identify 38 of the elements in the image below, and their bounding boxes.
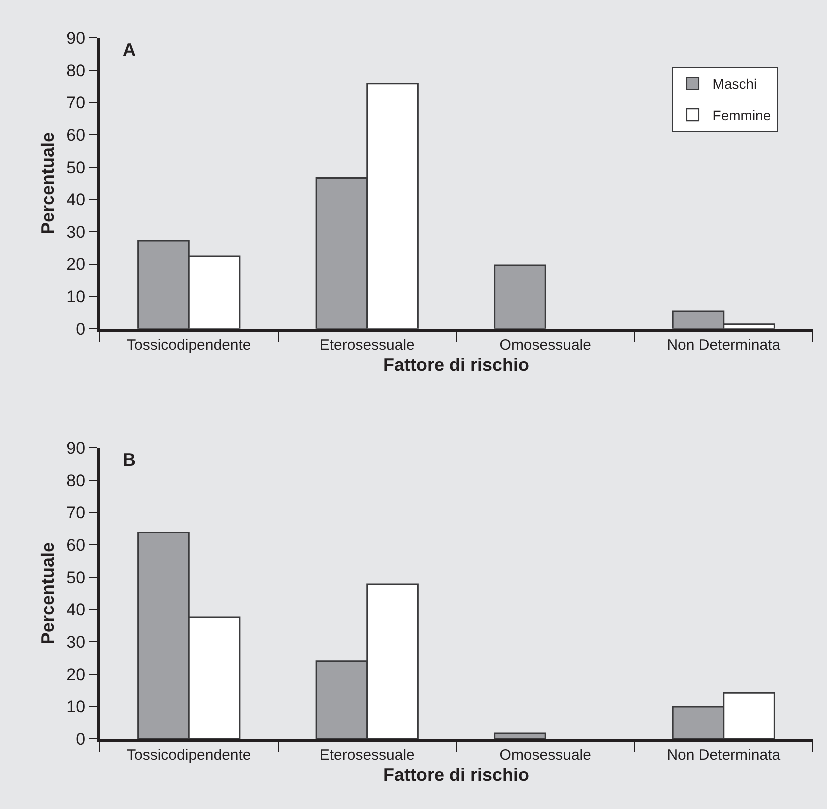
y-tick-label: 90	[66, 439, 86, 458]
y-tick-label: 60	[66, 126, 86, 145]
y-tick-label: 0	[76, 320, 86, 339]
y-tick-label: 50	[66, 158, 86, 178]
bar	[494, 732, 546, 739]
x-tick-label: Non Determinata	[667, 336, 782, 354]
x-tick-label: Tossicodipendente	[126, 747, 252, 764]
y-tick-label: 80	[66, 61, 86, 80]
bar	[494, 264, 546, 329]
legend-label: Femmine	[712, 107, 772, 124]
x-tick-label: Omosessuale	[500, 336, 592, 354]
x-tick-label: Eterosessuale	[320, 747, 415, 764]
y-tick-label: 40	[66, 190, 86, 210]
x-axis-title: Fattore di rischio	[383, 765, 530, 786]
x-tick-label: Tossicodipendente	[126, 336, 252, 354]
x-tick-label: Eterosessuale	[320, 336, 415, 354]
y-tick-label: 0	[76, 730, 86, 749]
y-tick-label: 20	[66, 255, 86, 274]
chart-title: A	[123, 40, 136, 60]
y-tick-label: 10	[66, 698, 86, 717]
y-tick-label: 70	[66, 94, 86, 113]
y-tick-label: 90	[66, 28, 86, 48]
y-axis-title: Percentuale	[38, 542, 58, 645]
x-axis-title: Fattore di rischio	[383, 355, 530, 376]
y-tick-label: 30	[66, 222, 86, 242]
chart-title: B	[123, 450, 136, 470]
y-tick-label: 50	[66, 568, 86, 588]
x-tick-label: Omosessuale	[500, 747, 592, 764]
y-tick-label: 30	[66, 632, 86, 652]
x-tick-label: Non Determinata	[667, 747, 782, 764]
legend-label: Maschi	[712, 76, 758, 92]
y-tick-label: 40	[66, 600, 86, 620]
y-tick-label: 80	[66, 471, 86, 490]
y-tick-label: 60	[66, 536, 86, 556]
y-tick-label: 10	[66, 288, 86, 307]
y-tick-label: 20	[66, 665, 86, 684]
y-tick-label: 70	[66, 504, 86, 523]
y-axis-title: Percentuale	[38, 132, 58, 234]
